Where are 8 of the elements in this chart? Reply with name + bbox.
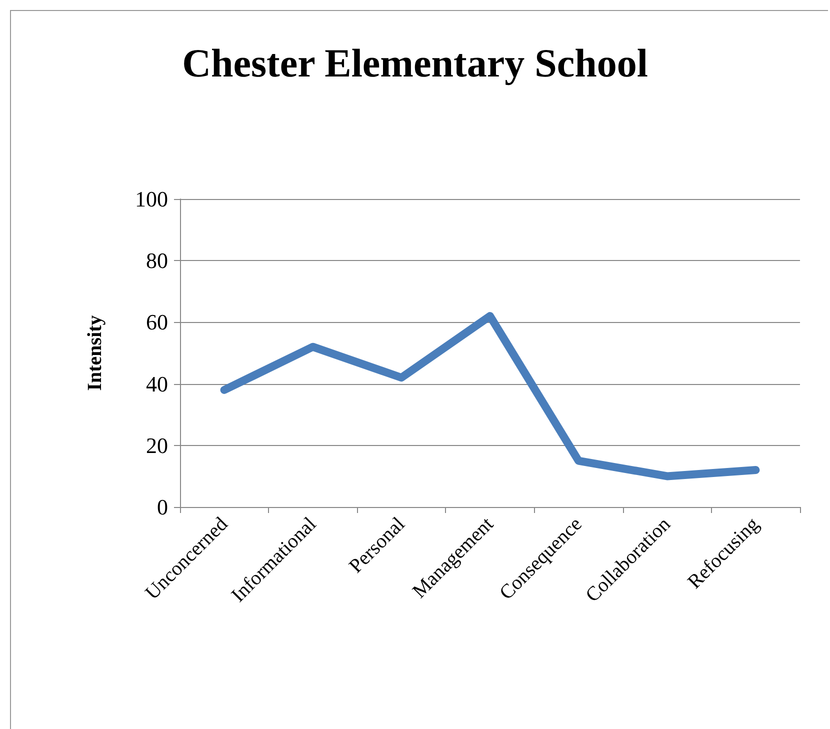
chart-title: Chester Elementary School [182,40,648,86]
y-tick-label: 40 [146,371,168,396]
y-tick-label: 80 [146,248,168,274]
y-tick-label: 100 [135,186,168,212]
y-axis-title: Intensity [84,315,106,391]
y-tick-label: 0 [157,494,168,520]
y-tick-label: 60 [146,310,168,335]
y-tick-label: 20 [146,432,168,458]
